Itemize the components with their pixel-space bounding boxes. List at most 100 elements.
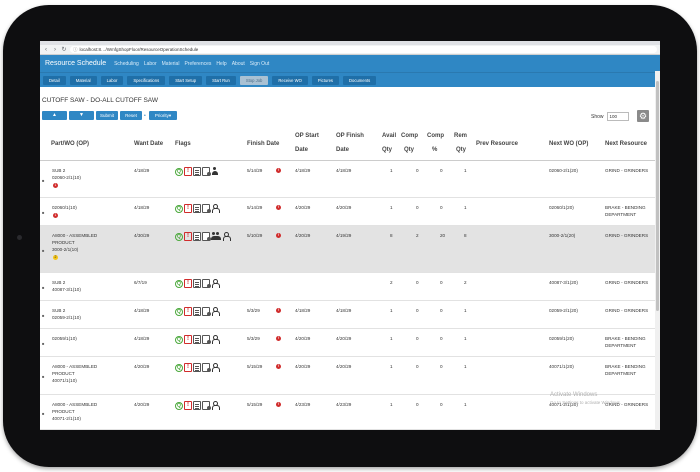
tab-detail[interactable]: Detail	[43, 75, 66, 85]
col-avail-1[interactable]: Avail	[382, 133, 397, 139]
reset-button[interactable]: Reset	[120, 111, 142, 120]
quality-icon[interactable]: Q	[175, 279, 183, 288]
notes-icon[interactable]	[202, 307, 211, 316]
user-outline-icon[interactable]	[211, 363, 220, 372]
col-finish-date[interactable]: Finish Date	[247, 141, 280, 147]
tab-specifications[interactable]: Specifications	[127, 75, 166, 85]
table-row[interactable]: ■ 02060/1(10) 1 4/18/29 Q! 5/14/29! 4/20/29 4/2…	[40, 198, 660, 226]
address-bar[interactable]: ⓘ localhost:8…/WmfgShopFloor/ResourceOper…	[70, 46, 657, 53]
tab-material[interactable]: Material	[69, 75, 97, 85]
table-row[interactable]: ■ A8000 - ASSEMBLED PRODUCT 40071-2/1(10) 4/…	[40, 395, 660, 430]
user-outline-icon[interactable]	[222, 232, 231, 241]
expand-toggle[interactable]: ■	[42, 285, 45, 290]
tab-start-run[interactable]: Start Run	[206, 75, 236, 85]
document-icon[interactable]	[193, 401, 201, 410]
col-flags[interactable]: Flags	[175, 141, 191, 147]
users-icon[interactable]	[211, 232, 221, 241]
quality-icon[interactable]: Q	[175, 232, 183, 241]
user-outline-icon[interactable]	[211, 307, 220, 316]
col-op-finish-2[interactable]: Date	[336, 147, 350, 153]
tab-pictures[interactable]: Pictures	[311, 75, 340, 85]
col-next-resource[interactable]: Next Resource	[605, 141, 648, 147]
nav-labor[interactable]: Labor	[143, 60, 157, 67]
tab-documents[interactable]: Documents	[343, 75, 377, 85]
expand-toggle[interactable]: ■	[42, 248, 45, 253]
document-icon[interactable]	[193, 167, 201, 176]
alert-icon[interactable]: !	[184, 232, 192, 241]
quality-icon[interactable]: Q	[175, 204, 183, 213]
alert-icon[interactable]: !	[184, 335, 192, 344]
document-icon[interactable]	[193, 279, 201, 288]
notes-icon[interactable]	[202, 204, 211, 213]
document-icon[interactable]	[193, 363, 201, 372]
quality-icon[interactable]: Q	[175, 167, 183, 176]
user-icon[interactable]	[211, 167, 218, 176]
table-row[interactable]: ■ SUB 2 02059-2/1(10) 4/18/29 Q! 5/3/29! 4/18/…	[40, 301, 660, 329]
col-comp-2[interactable]: Qty	[404, 147, 415, 153]
quality-icon[interactable]: Q	[175, 363, 183, 372]
document-icon[interactable]	[193, 335, 201, 344]
gear-icon[interactable]: ⚙	[637, 110, 649, 122]
quality-icon[interactable]: Q	[175, 335, 183, 344]
back-icon[interactable]: ‹	[45, 46, 47, 53]
expand-toggle[interactable]: ■	[42, 178, 45, 183]
col-op-start-1[interactable]: OP Start	[295, 133, 319, 139]
table-row[interactable]: ■ A8000 - ASSEMBLED PRODUCT 40071/1(10) 4/20…	[40, 357, 660, 395]
col-op-finish-1[interactable]: OP Finish	[336, 133, 364, 139]
scrollbar-thumb[interactable]	[656, 81, 659, 311]
quality-icon[interactable]: Q	[175, 401, 183, 410]
alert-icon[interactable]: !	[184, 401, 192, 410]
alert-icon[interactable]: !	[184, 307, 192, 316]
page-size-select[interactable]: 100	[606, 112, 629, 121]
user-outline-icon[interactable]	[211, 401, 220, 410]
nav-help[interactable]: Help	[216, 60, 227, 67]
col-avail-2[interactable]: Qty	[382, 147, 393, 153]
col-prev-resource[interactable]: Prev Resource	[476, 141, 519, 147]
notes-icon[interactable]	[202, 401, 211, 410]
alert-icon[interactable]: !	[184, 363, 192, 372]
move-down-button[interactable]: ▼	[69, 111, 94, 120]
col-part[interactable]: Part/WO (OP)	[51, 141, 90, 147]
reload-icon[interactable]: ↻	[61, 46, 67, 53]
table-row[interactable]: ■ SUB 2 02060-2/1(10) 1 4/18/29 Q! 5/14/29! 4/1…	[40, 161, 660, 198]
user-outline-icon[interactable]	[211, 204, 220, 213]
col-rem-1[interactable]: Rem	[454, 133, 468, 139]
col-comp-pct-1[interactable]: Comp	[427, 133, 444, 139]
user-outline-icon[interactable]	[211, 279, 220, 288]
move-up-button[interactable]: ▲	[42, 111, 67, 120]
col-comp-pct-2[interactable]: %	[432, 147, 438, 153]
table-row[interactable]: ■ 02059/1(10) 4/18/29 Q! 5/3/29! 4/20/29 4/20/…	[40, 329, 660, 357]
notes-icon[interactable]	[202, 335, 211, 344]
col-rem-2[interactable]: Qty	[456, 147, 467, 153]
expand-toggle[interactable]: ■	[42, 411, 45, 416]
col-want-date[interactable]: Want Date	[134, 141, 164, 147]
app-brand[interactable]: Resource Schedule	[45, 60, 107, 67]
nav-material[interactable]: Material	[161, 60, 180, 67]
table-row[interactable]: ■ A8000 - ASSEMBLED PRODUCT 3000-2/1(10) 2 4/…	[40, 226, 660, 273]
expand-toggle[interactable]: ■	[42, 341, 45, 346]
expand-toggle[interactable]: ■	[42, 313, 45, 318]
table-row[interactable]: ■ SUB 2 40087-3/1(10) 6/7/19 Q! 2 0 0 2 40087-3/1…	[40, 273, 660, 301]
document-icon[interactable]	[193, 232, 201, 241]
col-comp-1[interactable]: Comp	[401, 133, 418, 139]
notes-icon[interactable]	[202, 167, 211, 176]
document-icon[interactable]	[193, 307, 201, 316]
nav-scheduling[interactable]: Scheduling	[114, 60, 139, 67]
tab-start-setup[interactable]: Start Setup	[169, 75, 203, 85]
document-icon[interactable]	[193, 204, 201, 213]
alert-icon[interactable]: !	[184, 279, 192, 288]
notes-icon[interactable]	[202, 363, 211, 372]
alert-icon[interactable]: !	[184, 167, 192, 176]
tab-stop-job[interactable]: Stop Job	[239, 75, 269, 85]
col-op-start-2[interactable]: Date	[295, 147, 309, 153]
expand-toggle[interactable]: ■	[42, 210, 45, 215]
submit-button[interactable]: Submit	[96, 111, 118, 120]
expand-toggle[interactable]: ■	[42, 374, 45, 379]
forward-icon[interactable]: ›	[54, 46, 56, 53]
notes-icon[interactable]	[202, 232, 211, 241]
tab-receive-wo[interactable]: Receive WO	[272, 75, 308, 85]
user-outline-icon[interactable]	[211, 335, 220, 344]
nav-about[interactable]: About	[231, 60, 245, 67]
alert-icon[interactable]: !	[184, 204, 192, 213]
nav-sign-out[interactable]: Sign Out	[249, 60, 270, 67]
